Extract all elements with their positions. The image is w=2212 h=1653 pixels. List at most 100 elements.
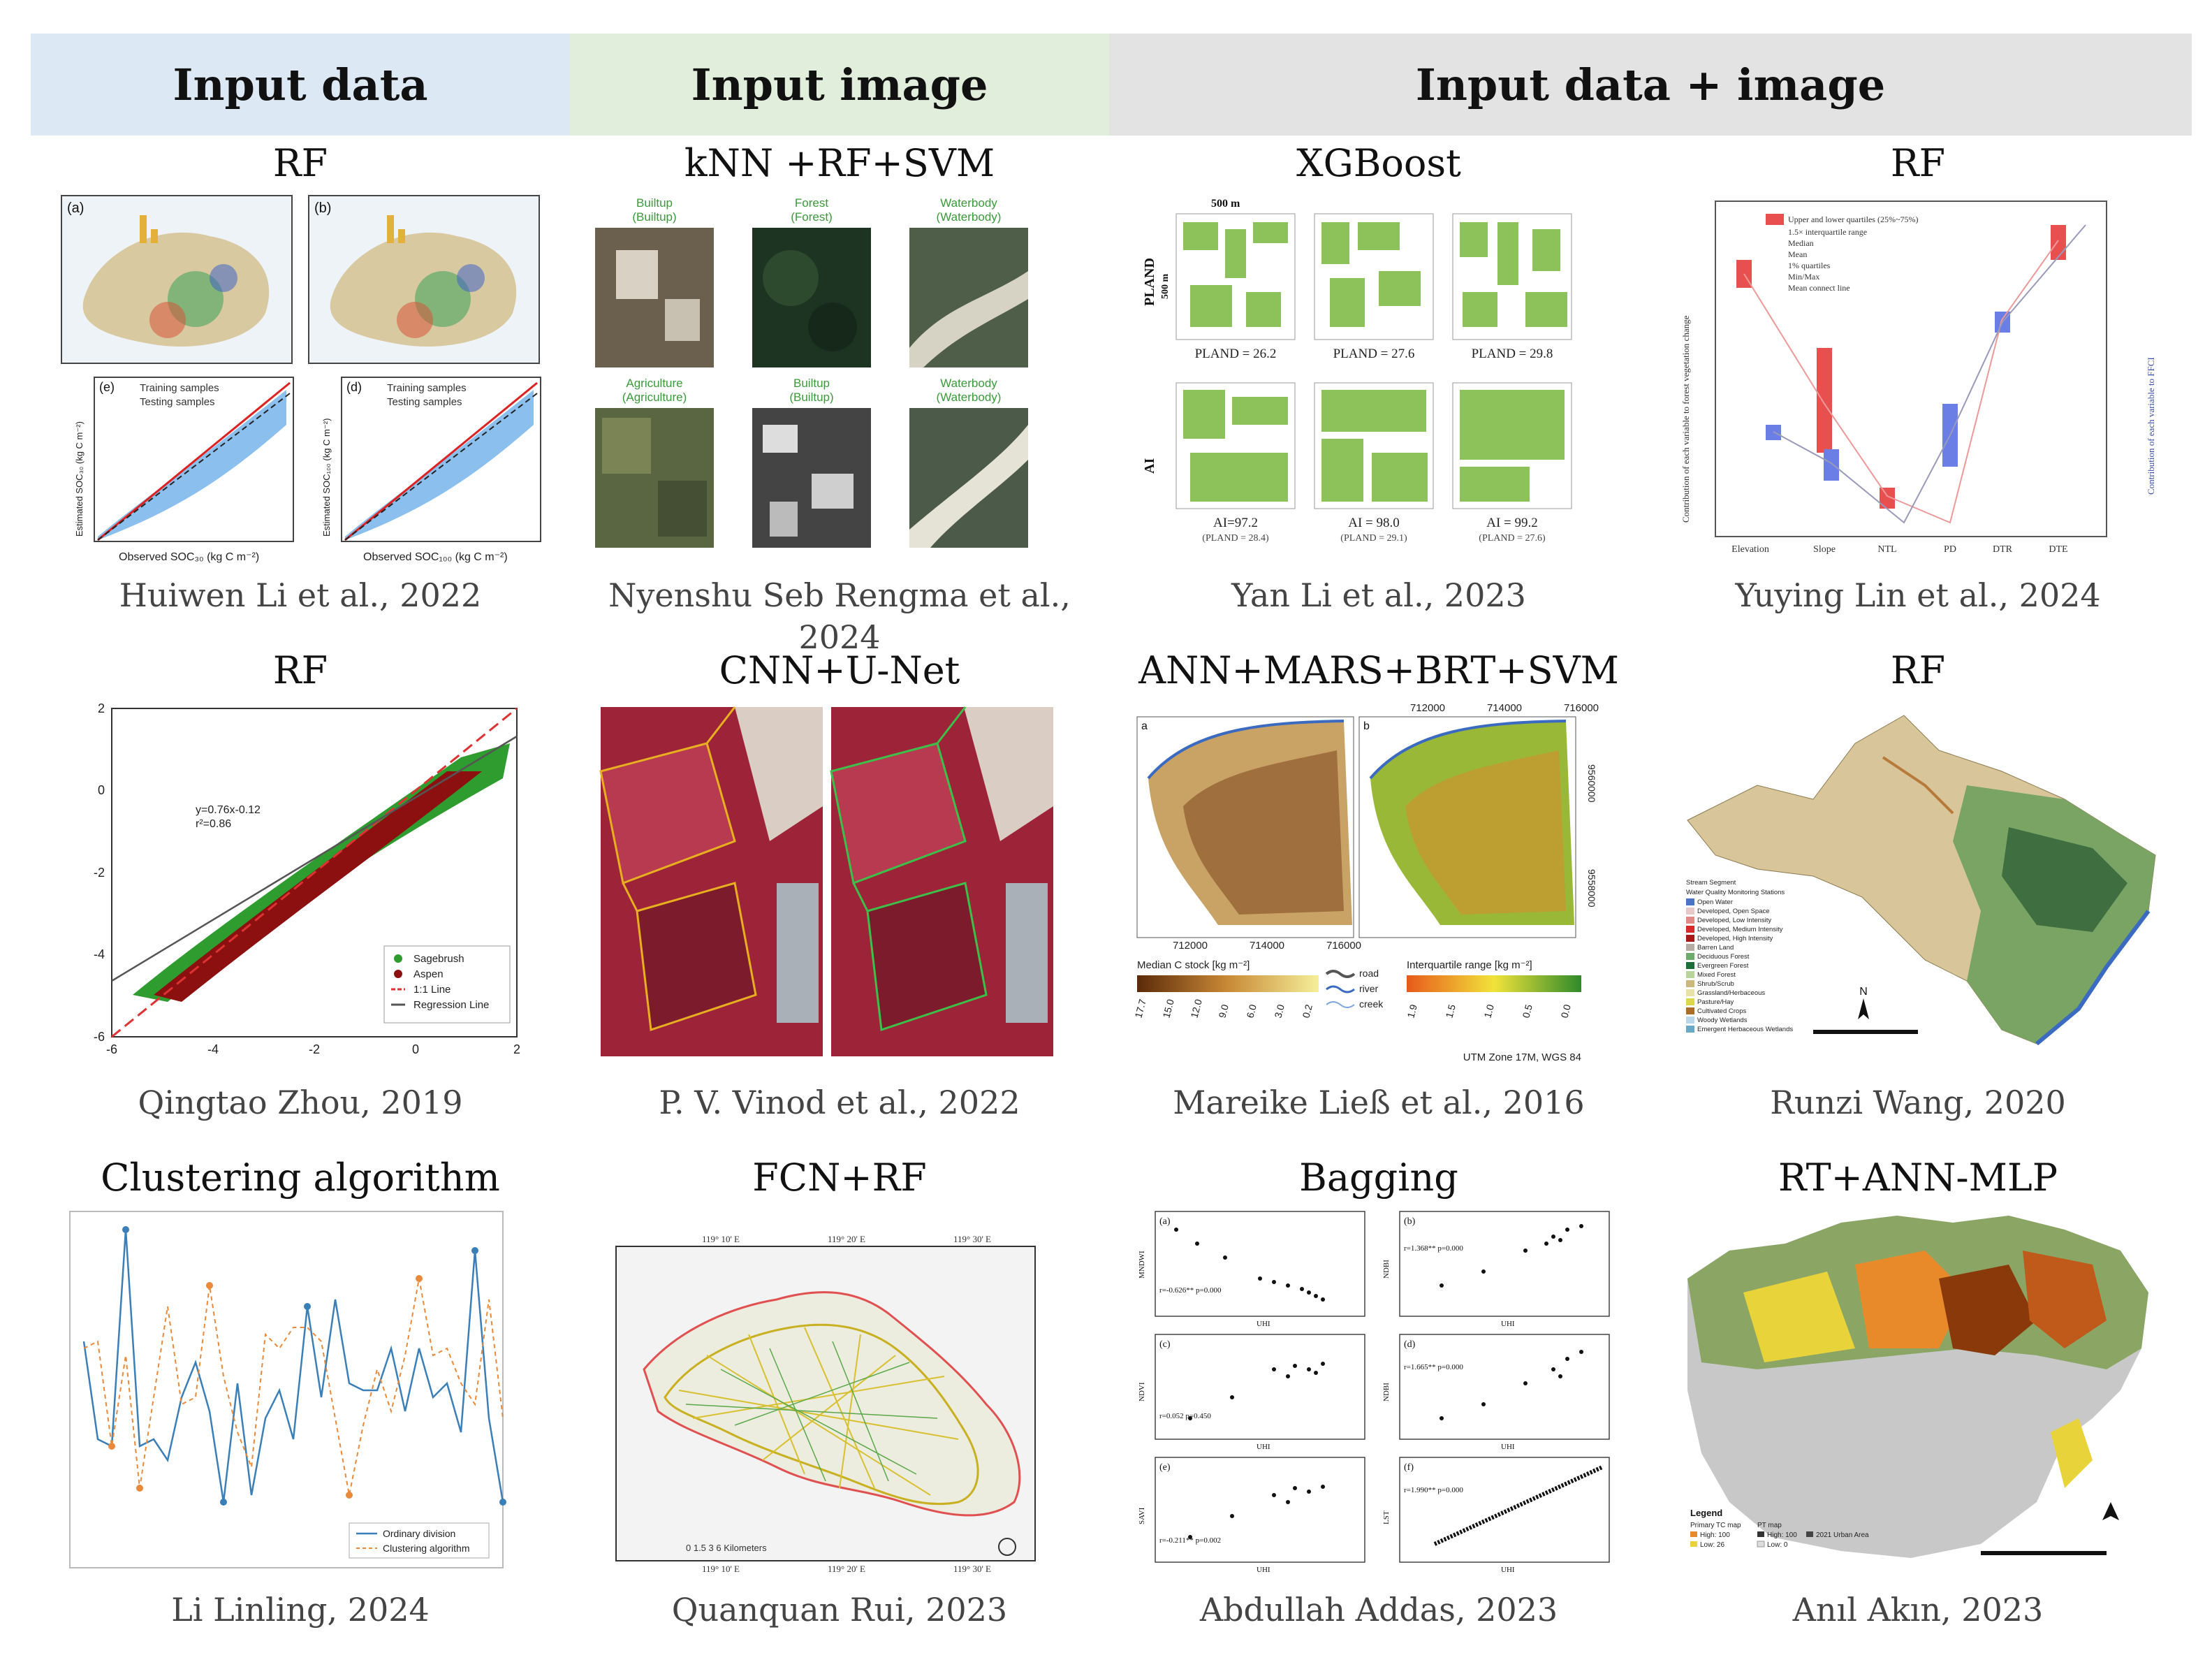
x-tick-label: -6 — [106, 1042, 117, 1056]
figure-cell-vinod-2022: CNN+U-Net P. V. Vinod et al., 2022 — [570, 643, 1109, 1146]
figure-cell-addas-2023: Bagging (a) (b) (c) (d) (e) — [1109, 1150, 1648, 1653]
panel-label: (e) — [99, 380, 115, 394]
panel-label: (d) — [346, 380, 362, 394]
y-axis-label: NDBI — [1382, 1383, 1391, 1401]
panel-stats: r=-0.626** p=0.000 — [1159, 1286, 1222, 1295]
legend-tick: 15.0 — [1160, 998, 1176, 1019]
figure-cell-li-2022: RF (a) (b) (e) (d) Training samples T — [31, 136, 570, 639]
method-title: FCN+RF — [752, 1156, 927, 1200]
legend-entry: Median — [1788, 238, 1814, 248]
legend-entry: Developed, Open Space — [1697, 908, 1770, 915]
method-title: RT+ANN-MLP — [1778, 1156, 2058, 1200]
panel-stats: r=1.368** p=0.000 — [1404, 1244, 1463, 1253]
y-axis-label-left: Contribution of each variable to forest … — [1680, 315, 1691, 523]
row-label-pland: PLAND — [1142, 258, 1157, 306]
legend-entry: Developed, Medium Intensity — [1697, 926, 1783, 933]
figure-author: Runzi Wang, 2020 — [1770, 1084, 2066, 1121]
panel-label: a — [1141, 720, 1148, 732]
pland-caption: PLAND = 29.8 — [1472, 347, 1553, 361]
ai-subcaption: (PLAND = 28.4) — [1202, 533, 1269, 544]
legend-tick: 0.2 — [1300, 1003, 1314, 1019]
panel-stats: r=1.665** p=0.000 — [1404, 1363, 1463, 1371]
tile-sublabel: (Builtup) — [632, 210, 676, 224]
legend-entry: Pasture/Hay — [1697, 998, 1734, 1006]
legend-entry: High: 100 — [1700, 1531, 1730, 1539]
legend-entry: Mean connect line — [1788, 283, 1850, 293]
crs-label: UTM Zone 17M, WGS 84 — [1463, 1051, 1581, 1063]
x-tick-label: 714000 — [1250, 940, 1284, 952]
tile-sublabel: (Waterbody) — [937, 391, 1002, 404]
y-axis-label: MNDWI — [1138, 1251, 1146, 1279]
tile-label: Waterbody — [940, 196, 997, 210]
y-tick-label: -2 — [94, 866, 105, 880]
scale-bar-label: 0 1.5 3 6 Kilometers — [686, 1543, 767, 1553]
tile-label: Waterbody — [940, 377, 997, 390]
figure-author: Qingtao Zhou, 2019 — [138, 1084, 463, 1121]
legend-entry: Cultivated Crops — [1697, 1007, 1746, 1015]
pland-caption: PLAND = 26.2 — [1195, 347, 1277, 361]
legend-right-title: Interquartile range [kg m⁻²] — [1407, 959, 1532, 971]
north-arrow-label: N — [1859, 986, 1868, 998]
y-tick-label: 2 — [98, 701, 105, 715]
y-tick-label: 0 — [98, 783, 105, 797]
column-header-input-data-image: Input data + image — [1109, 34, 2192, 136]
figure-author: Huiwen Li et al., 2022 — [119, 576, 482, 614]
tile-label: Forest — [795, 196, 828, 210]
figure-cell-yanli-2023: XGBoost 500 m 500 m PLAND AI — [1109, 136, 1648, 639]
x-tick-label: 2 — [513, 1042, 520, 1056]
tile-label: Agriculture — [626, 377, 682, 390]
x-tick-label: Slope — [1813, 544, 1836, 555]
figure-cell-zhou-2019: RF y=0.76x-0.12 r²=0.86 Sagebrush Aspen … — [31, 643, 570, 1146]
legend-entry: High: 100 — [1767, 1531, 1797, 1539]
figure-author: Abdullah Addas, 2023 — [1199, 1591, 1558, 1629]
top-tick-label: 119° 10' E — [702, 1234, 740, 1244]
legend-entry: Stream Segment — [1686, 879, 1736, 887]
ai-caption: AI = 99.2 — [1486, 516, 1538, 530]
panel-label: (d) — [1404, 1339, 1416, 1350]
y-tick-label: -6 — [94, 1030, 105, 1044]
figure-cell-lin-2024: RF Upper and lower quartiles (25%~75%) 1… — [1648, 136, 2188, 639]
legend-tick: 1.0 — [1481, 1003, 1496, 1019]
x-tick-label: NTL — [1877, 544, 1896, 555]
method-title: RF — [272, 141, 328, 185]
legend-testing: Testing samples — [387, 396, 462, 408]
column-header-input-data: Input data — [31, 34, 570, 136]
x-tick-label: 716000 — [1326, 940, 1361, 952]
r-squared: r²=0.86 — [196, 818, 231, 830]
legend-entry: Aspen — [413, 968, 444, 980]
tile-sublabel: (Builtup) — [789, 391, 833, 404]
figure-author: Li Linling, 2024 — [171, 1591, 430, 1629]
y-axis-label: SAVI — [1138, 1507, 1146, 1524]
figure-soc-maps: (a) (b) (e) (d) Training samples Testing… — [56, 194, 545, 565]
ai-caption: AI=97.2 — [1213, 516, 1258, 530]
panel-label: (c) — [1159, 1339, 1171, 1350]
figure-author: Yuying Lin et al., 2024 — [1735, 576, 2101, 614]
legend-entry: Primary TC map — [1690, 1522, 1741, 1529]
legend-entry: Min/Max — [1788, 272, 1819, 282]
legend-entry: Low: 0 — [1767, 1541, 1788, 1549]
legend-tick: 1.9 — [1405, 1003, 1419, 1019]
y-tick-label: -4 — [94, 947, 105, 961]
scale-label-vertical: 500 m — [1160, 274, 1171, 300]
row-label-ai: AI — [1142, 458, 1157, 474]
method-title: CNN+U-Net — [719, 648, 960, 692]
legend-training: Training samples — [140, 382, 219, 394]
method-title: RF — [272, 648, 328, 692]
panel-stats: r=1.990** p=0.000 — [1404, 1486, 1463, 1494]
figure-author: Nyenshu Seb Rengma et al., 2024 — [608, 576, 1071, 656]
tile-sublabel: (Waterbody) — [937, 210, 1002, 224]
tile-sublabel: (Forest) — [791, 210, 833, 224]
legend-tick: 1.5 — [1443, 1003, 1458, 1019]
legend-entry: 1:1 Line — [413, 984, 451, 996]
method-title: RF — [1890, 141, 1946, 185]
legend-tick: 12.0 — [1188, 998, 1204, 1019]
x-tick-label: -2 — [309, 1042, 320, 1056]
x-tick-label: DTR — [1993, 544, 2013, 555]
legend-tick: 0.0 — [1558, 1003, 1573, 1019]
x-axis-label: UHI — [1501, 1443, 1515, 1451]
legend-entry: Ordinary division — [383, 1528, 455, 1539]
legend-road: road — [1359, 968, 1379, 979]
x-tick-label: -4 — [207, 1042, 219, 1056]
figure-author: Yan Li et al., 2023 — [1231, 576, 1526, 614]
legend-tick: 0.5 — [1520, 1003, 1535, 1019]
